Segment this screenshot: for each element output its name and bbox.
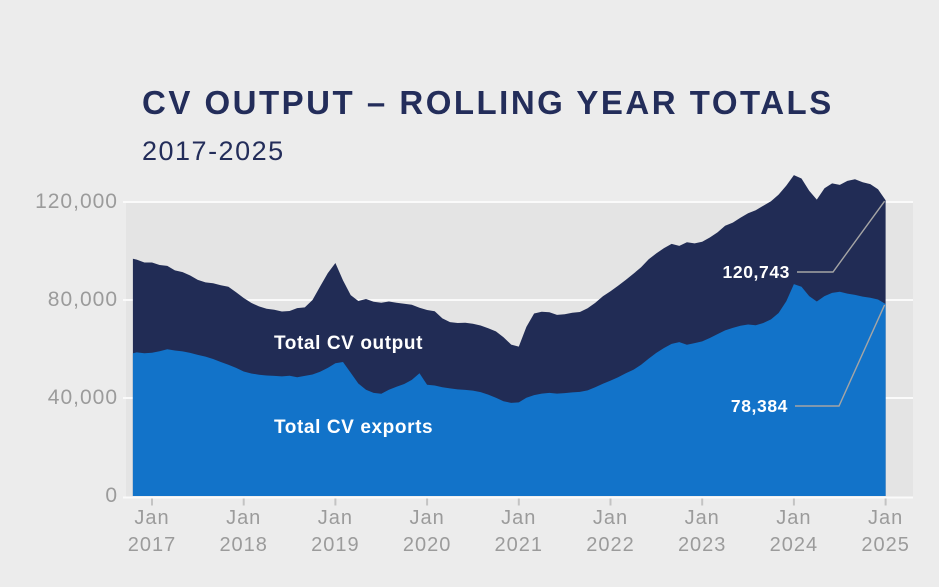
x-axis-label: Jan 2021 bbox=[494, 507, 544, 556]
leader-line-output bbox=[797, 200, 886, 273]
series-label-output: Total CV output bbox=[274, 333, 424, 354]
x-axis-label: Jan 2018 bbox=[219, 507, 268, 556]
leader-line-exports bbox=[795, 304, 886, 407]
annotation-output-value: 120,743 bbox=[722, 262, 790, 282]
y-axis-label: 120,000 bbox=[35, 190, 118, 213]
chart-title: CV OUTPUT – ROLLING YEAR TOTALS bbox=[142, 84, 834, 121]
x-axis-label: Jan 2024 bbox=[769, 507, 819, 556]
x-axis-label: Jan 2020 bbox=[402, 507, 452, 556]
y-axis-label: 40,000 bbox=[47, 386, 118, 409]
x-axis-label: Jan 2022 bbox=[586, 507, 635, 556]
x-axis-label: Jan 2017 bbox=[127, 507, 177, 556]
chart-subtitle: 2017-2025 bbox=[142, 136, 285, 166]
x-axis-label: Jan 2019 bbox=[311, 507, 360, 556]
y-axis-label: 80,000 bbox=[47, 288, 118, 311]
series-label-exports: Total CV exports bbox=[274, 417, 434, 438]
annotation-exports-value: 78,384 bbox=[730, 396, 788, 416]
x-axis-label: Jan 2023 bbox=[677, 507, 727, 556]
exports-area bbox=[132, 284, 886, 496]
x-axis-label: Jan 2025 bbox=[861, 507, 910, 556]
y-axis-label: 0 bbox=[105, 484, 118, 507]
